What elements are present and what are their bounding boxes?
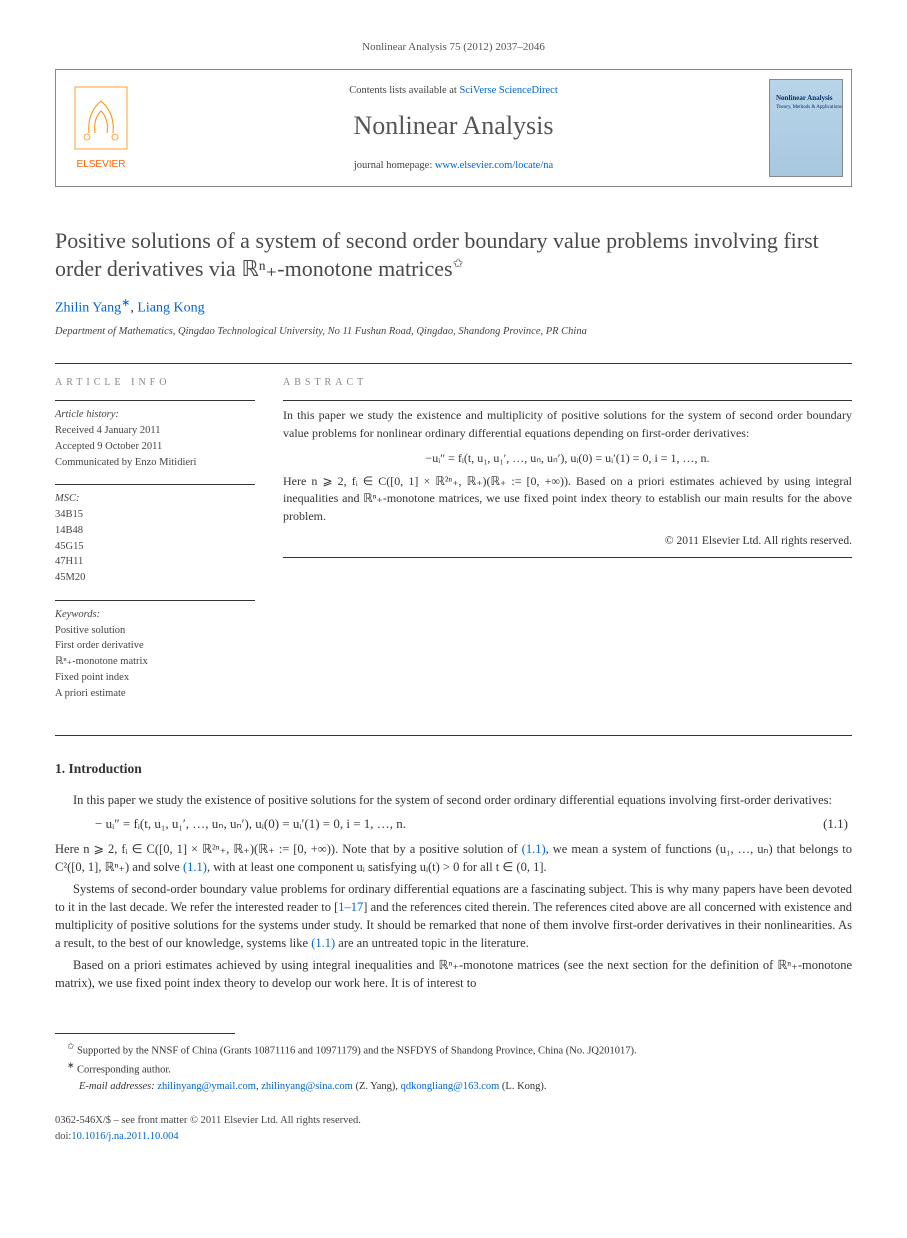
fn-text: Supported by the NNSF of China (Grants 1… [74,1045,636,1056]
footnote-emails: E-mail addresses: zhilinyang@ymail.com, … [55,1079,852,1095]
page-footer: 0362-546X/$ – see front matter © 2011 El… [55,1113,852,1145]
article-history: Article history: Received 4 January 2011… [55,407,255,470]
email-link-2[interactable]: zhilinyang@sina.com [261,1081,353,1092]
fn-text: Corresponding author. [77,1065,171,1076]
email-label: E-mail addresses: [79,1081,157,1092]
keywords-block: Keywords: Positive solution First order … [55,607,255,702]
abstract-divider [283,400,852,401]
communicated-by: Communicated by Enzo Mitidieri [55,455,255,471]
keyword: A priori estimate [55,686,255,702]
doi-link[interactable]: 10.1016/j.na.2011.10.004 [71,1131,178,1142]
publisher-name: ELSEVIER [77,159,126,170]
journal-cover-icon: Nonlinear Analysis Theory, Methods & App… [769,79,843,177]
msc-code: 45M20 [55,570,255,586]
article-info-head: ARTICLE INFO [55,376,255,390]
keywords-label: Keywords: [55,607,255,623]
author-1-link[interactable]: Zhilin Yang [55,301,121,316]
contents-available: Contents lists available at SciVerse Sci… [349,84,557,99]
keyword: Positive solution [55,623,255,639]
info-divider [55,600,255,601]
header-center: Contents lists available at SciVerse Sci… [146,70,761,186]
abstract-equation: −uᵢ″ = fᵢ(t, u₁, u₁′, …, uₙ, uₙ′), uᵢ(0)… [283,450,852,467]
divider [55,363,852,364]
section-heading-intro: 1. Introduction [55,760,852,779]
intro-p1: In this paper we study the existence of … [55,791,852,809]
cover-title: Nonlinear Analysis [776,94,832,104]
journal-name: Nonlinear Analysis [353,108,553,144]
p3-text-c: are an untreated topic in the literature… [335,936,529,950]
ref-link-1-1[interactable]: (1.1) [522,842,546,856]
footnote-corresponding: ∗ Corresponding author. [55,1059,852,1079]
title-footnote-mark: ✩ [453,256,464,271]
fn-mark: ∗ [67,1060,74,1070]
journal-homepage: journal homepage: www.elsevier.com/locat… [354,159,553,174]
contents-prefix: Contents lists available at [349,85,459,96]
elsevier-logo-icon: ELSEVIER [69,83,133,173]
corresponding-mark: ∗ [121,297,130,309]
title-text: Positive solutions of a system of second… [55,228,819,281]
p2-text-a: Here n ⩾ 2, fᵢ ∈ C([0, 1] × ℝ²ⁿ₊, ℝ₊)(ℝ₊… [55,842,522,856]
info-divider [55,400,255,401]
abstract-bottom-divider [283,557,852,558]
email-who-2: (L. Kong). [499,1081,546,1092]
footnote-funding: ✩ Supported by the NNSF of China (Grants… [55,1040,852,1060]
keyword: ℝⁿ₊-monotone matrix [55,654,255,670]
homepage-prefix: journal homepage: [354,160,435,171]
journal-header: ELSEVIER Contents lists available at Sci… [55,69,852,187]
intro-p2: Here n ⩾ 2, fᵢ ∈ C([0, 1] × ℝ²ⁿ₊, ℝ₊)(ℝ₊… [55,840,852,876]
info-divider [55,484,255,485]
doi-label: doi: [55,1131,71,1142]
abstract-head: ABSTRACT [283,376,852,390]
sciencedirect-link[interactable]: SciVerse ScienceDirect [459,85,557,96]
email-who-1: (Z. Yang), [353,1081,401,1092]
intro-p4: Based on a priori estimates achieved by … [55,956,852,992]
journal-reference: Nonlinear Analysis 75 (2012) 2037–2046 [55,40,852,55]
doi-line: doi:10.1016/j.na.2011.10.004 [55,1129,852,1145]
citation-link-1-17[interactable]: 1–17 [338,900,363,914]
msc-code: 34B15 [55,507,255,523]
authors: Zhilin Yang∗, Liang Kong [55,296,852,318]
cover-thumbnail-cell: Nonlinear Analysis Theory, Methods & App… [761,70,851,186]
msc-code: 45G15 [55,539,255,555]
ref-link-1-1[interactable]: (1.1) [183,860,207,874]
abstract-p2: Here n ⩾ 2, fᵢ ∈ C([0, 1] × ℝ²ⁿ₊, ℝ₊)(ℝ₊… [283,473,852,525]
keyword: Fixed point index [55,670,255,686]
author-2-link[interactable]: Liang Kong [137,301,204,316]
equation-text: − uᵢ″ = fᵢ(t, u₁, u₁′, …, uₙ, uₙ′), uᵢ(0… [95,815,406,833]
abstract-column: ABSTRACT In this paper we study the exis… [283,376,852,715]
copyright-line: © 2011 Elsevier Ltd. All rights reserved… [283,533,852,549]
history-label: Article history: [55,407,255,423]
article-title: Positive solutions of a system of second… [55,227,852,282]
publisher-logo-cell: ELSEVIER [56,70,146,186]
received-date: Received 4 January 2011 [55,423,255,439]
msc-code: 14B48 [55,523,255,539]
email-link-3[interactable]: qdkongliang@163.com [401,1081,500,1092]
equation-1-1: − uᵢ″ = fᵢ(t, u₁, u₁′, …, uₙ, uₙ′), uᵢ(0… [95,815,852,833]
footnotes: ✩ Supported by the NNSF of China (Grants… [55,1033,852,1096]
homepage-link[interactable]: www.elsevier.com/locate/na [435,160,553,171]
abstract-p1: In this paper we study the existence and… [283,407,852,442]
equation-number: (1.1) [823,815,848,833]
p2-text-c: , with at least one component uᵢ satisfy… [207,860,547,874]
ref-link-1-1[interactable]: (1.1) [311,936,335,950]
footnote-rule [55,1033,235,1034]
keyword: First order derivative [55,638,255,654]
front-matter-line: 0362-546X/$ – see front matter © 2011 El… [55,1113,852,1129]
affiliation: Department of Mathematics, Qingdao Techn… [55,325,852,340]
msc-label: MSC: [55,491,255,507]
accepted-date: Accepted 9 October 2011 [55,439,255,455]
cover-subtitle: Theory, Methods & Applications [776,104,842,111]
msc-code: 47H11 [55,554,255,570]
msc-block: MSC: 34B15 14B48 45G15 47H11 45M20 [55,491,255,586]
intro-p3: Systems of second-order boundary value p… [55,880,852,953]
email-link-1[interactable]: zhilinyang@ymail.com [157,1081,256,1092]
divider [55,735,852,736]
article-info-column: ARTICLE INFO Article history: Received 4… [55,376,255,715]
